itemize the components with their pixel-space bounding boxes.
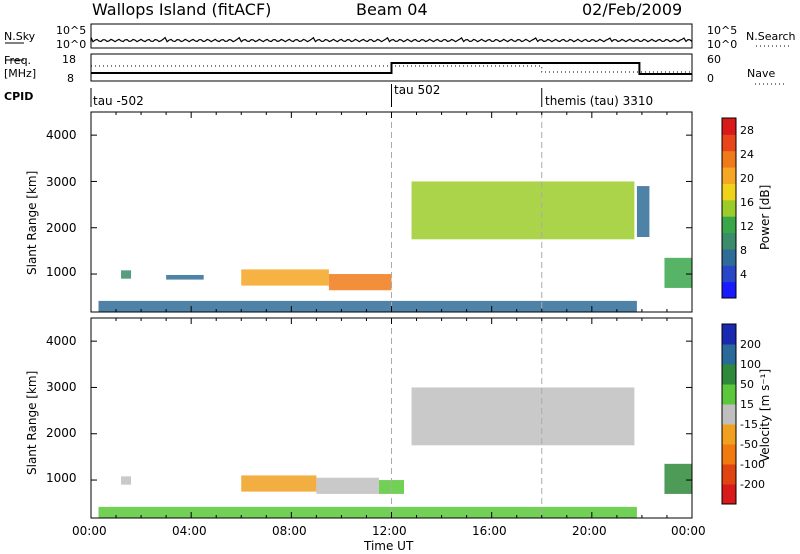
xtick-5: 20:00 <box>572 524 607 538</box>
velocity-ytick-4000: 4000 <box>46 334 77 348</box>
velocity-colorbar-swatch-6 <box>722 384 736 405</box>
freq-tick-bottom: 8 <box>67 72 74 85</box>
power-colorbar-swatch-5 <box>722 216 736 234</box>
velocity-colorbar-swatch-9 <box>722 324 736 345</box>
velocity-colorbar-tick-6: -50 <box>740 438 758 451</box>
velocity-colorbar-swatch-8 <box>722 344 736 365</box>
nsky-tick-top: 10^5 <box>56 24 87 37</box>
power-colorbar-swatch-7 <box>722 183 736 201</box>
power-colorbar-swatch-4 <box>722 232 736 250</box>
nsky-trace <box>90 36 693 43</box>
freq-label-line2: [MHz] <box>4 67 37 80</box>
velocity-colorbar-swatch-3 <box>722 444 736 465</box>
power-region-4 <box>241 269 329 286</box>
velocity-colorbar-tick-1: 200 <box>740 338 761 351</box>
xtick-3: 12:00 <box>372 524 407 538</box>
xtick-2: 08:00 <box>272 524 307 538</box>
power-colorbar-swatch-8 <box>722 167 736 184</box>
velocity-region-3 <box>241 475 317 492</box>
power-colorbar-swatch-6 <box>722 199 736 217</box>
velocity-region-5 <box>378 480 405 494</box>
power-colorbar-tick-6: 24 <box>740 148 754 161</box>
power-ytick-2000: 2000 <box>46 221 77 235</box>
beam-title: Beam 04 <box>356 0 428 19</box>
freq-trace <box>91 62 692 75</box>
xtick-1: 04:00 <box>172 524 207 538</box>
power-colorbar-swatch-10 <box>722 134 736 152</box>
nsearch-label: N.Search <box>746 30 796 43</box>
cpid-segment-2: tau 502 <box>394 83 441 97</box>
power-colorbar-swatch-11 <box>722 118 736 135</box>
date-title: 02/Feb/2009 <box>582 0 683 19</box>
velocity-colorbar-swatch-5 <box>722 404 736 425</box>
cpid-segment-3: themis (tau) 3310 <box>545 94 654 108</box>
cpid-segment-1: tau -502 <box>93 94 144 108</box>
xtick-4: 16:00 <box>472 524 507 538</box>
velocity-colorbar-swatch-2 <box>722 464 736 485</box>
power-region-6 <box>411 181 635 240</box>
cpid-label: CPID <box>4 90 34 103</box>
power-colorbar-tick-7: 28 <box>740 124 754 137</box>
velocity-region-6 <box>411 387 635 446</box>
nave-tick-bottom: 0 <box>707 72 714 85</box>
velocity-colorbar-swatch-1 <box>722 484 736 505</box>
nave-label: Nave <box>747 67 776 80</box>
power-colorbar-swatch-1 <box>722 281 736 299</box>
velocity-colorbar-tick-8: -200 <box>740 478 765 491</box>
power-colorbar-tick-1: 4 <box>740 268 747 281</box>
station-title: Wallops Island (fitACF) <box>92 0 272 19</box>
xtick-6: 00:00 <box>671 524 706 538</box>
power-colorbar-frame <box>721 117 737 299</box>
velocity-ytick-1000: 1000 <box>46 471 77 485</box>
velocity-colorbar-tick-5: -15 <box>740 418 758 431</box>
power-region-7 <box>636 186 650 237</box>
xtick-0: 00:00 <box>72 524 107 538</box>
power-ytick-3000: 3000 <box>46 175 77 189</box>
nsky-label: N.Sky <box>4 30 36 43</box>
power-colorbar-tick-4: 16 <box>740 196 754 209</box>
velocity-colorbar-tick-7: -100 <box>740 458 765 471</box>
velocity-region-1 <box>98 506 637 518</box>
velocity-ytick-2000: 2000 <box>46 426 77 440</box>
power-colorbar-swatch-9 <box>722 150 736 168</box>
nave-tick-top: 60 <box>707 53 721 66</box>
power-colorbar-tick-5: 20 <box>740 172 754 185</box>
velocity-colorbar-tick-3: 50 <box>740 378 754 391</box>
power-colorbar-tick-3: 12 <box>740 220 754 233</box>
power-region-1 <box>98 300 637 312</box>
nsky-panel-frame <box>90 23 693 49</box>
velocity-colorbar-frame <box>721 323 737 505</box>
nsky-tick-bottom: 10^0 <box>56 38 87 51</box>
velocity-colorbar-swatch-7 <box>722 364 736 385</box>
power-colorbar-swatch-3 <box>722 248 736 266</box>
power-colorbar-tick-2: 8 <box>740 244 747 257</box>
velocity-region-4 <box>316 477 379 494</box>
nsearch-tick-bottom: 10^0 <box>707 38 738 51</box>
power-ytick-1000: 1000 <box>46 265 77 279</box>
velocity-ytick-3000: 3000 <box>46 380 77 394</box>
power-region-3 <box>166 274 204 280</box>
power-ytick-4000: 4000 <box>46 128 77 142</box>
velocity-region-7 <box>664 463 692 494</box>
velocity-colorbar-swatch-4 <box>722 424 736 445</box>
velocity-colorbar-tick-4: 15 <box>740 398 754 411</box>
freq-tick-top: 18 <box>62 53 76 66</box>
freq-panel-frame <box>90 53 693 82</box>
nsearch-tick-top: 10^5 <box>707 24 738 37</box>
velocity-colorbar-tick-2: 100 <box>740 358 761 371</box>
power-region-5 <box>328 274 392 291</box>
velocity-region-2 <box>121 476 132 485</box>
xaxis-label: Time UT <box>364 539 414 553</box>
power-colorbar-swatch-2 <box>722 265 736 283</box>
power-region-8 <box>664 257 692 288</box>
power-region-2 <box>121 270 132 279</box>
